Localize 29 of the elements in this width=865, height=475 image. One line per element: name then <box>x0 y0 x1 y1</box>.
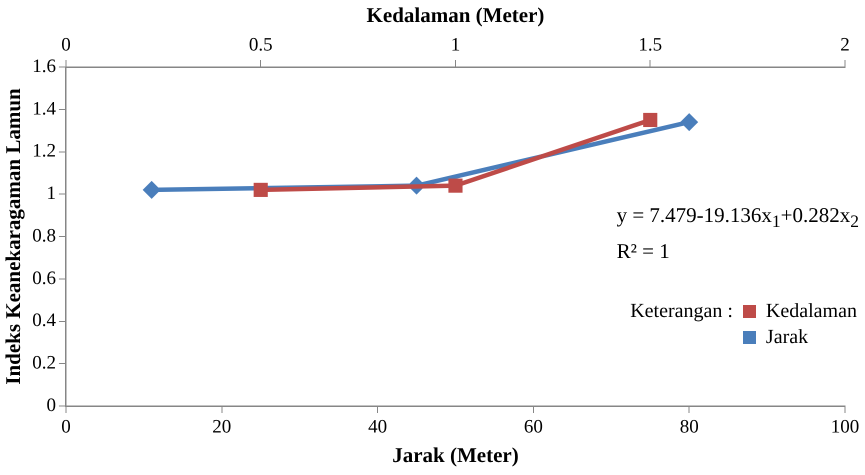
y-axis-title: Indeks Keanekaragaman Lamun <box>1 88 26 385</box>
point <box>680 113 698 132</box>
x-tick-label: 0 <box>61 416 71 438</box>
x-axis-title: Jarak (Meter) <box>392 442 519 467</box>
x-tick-label: 40 <box>368 416 388 438</box>
legend-title: Keterangan : <box>630 299 733 324</box>
x2-tick-label: 2 <box>840 34 850 56</box>
x-tick-label: 60 <box>524 416 543 438</box>
y-tick-label: 0.4 <box>32 310 56 332</box>
x2-tick-label: 0.5 <box>248 34 273 56</box>
x-tick-label: 100 <box>830 416 860 438</box>
y-tick-label: 0.2 <box>32 352 56 374</box>
y-tick-label: 1.6 <box>32 56 56 77</box>
x2-tick-label: 1.5 <box>638 34 662 56</box>
x-tick-label: 20 <box>212 416 232 438</box>
legend-label: Kedalaman <box>766 300 857 322</box>
x2-tick-label: 0 <box>61 34 71 56</box>
y-tick-label: 1.4 <box>32 98 56 120</box>
y-tick-label: 0 <box>46 394 56 416</box>
y-tick-label: 1 <box>46 183 56 204</box>
x-tick-label: 80 <box>680 416 699 438</box>
x2-tick-label: 1 <box>450 34 460 56</box>
y-tick-label: 0.8 <box>32 225 56 246</box>
y-tick-label: 0.6 <box>32 268 56 289</box>
annotation: y = 7.479-19.136x$_{1}$+0.282x$_{2}$ <box>616 202 859 234</box>
annotation: R² = 1 <box>616 238 671 266</box>
legend-label: Jarak <box>766 326 808 348</box>
x2-axis-title: Kedalaman (Meter) <box>366 3 544 28</box>
y-tick-label: 1.2 <box>32 140 56 162</box>
